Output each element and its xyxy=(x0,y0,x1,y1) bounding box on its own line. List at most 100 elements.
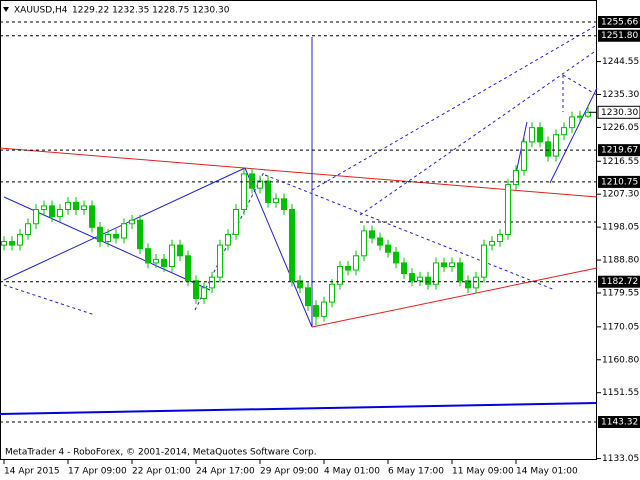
candle-body xyxy=(33,209,39,225)
price-label-box xyxy=(597,105,640,119)
candle-body xyxy=(17,233,23,246)
y-tick-label: 1198.05 xyxy=(602,223,639,233)
y-tick-label: 1235.30 xyxy=(602,90,639,100)
candle-body xyxy=(169,244,175,267)
candle-body xyxy=(1,241,7,246)
candle-body xyxy=(65,201,71,211)
candle-body xyxy=(521,141,527,171)
x-tick-label: 14 Apr 2015 xyxy=(4,467,60,477)
candle-body xyxy=(129,219,135,225)
candle-body xyxy=(193,280,199,300)
candle-body xyxy=(409,273,415,282)
candle-body xyxy=(569,116,575,129)
candle-body xyxy=(41,205,47,211)
dashed-trendline xyxy=(3,284,96,316)
x-tick-label: 29 Apr 09:00 xyxy=(260,467,319,477)
x-tick-label: 24 Apr 17:00 xyxy=(196,467,255,477)
candle-body xyxy=(473,276,479,289)
level-label-box xyxy=(598,275,640,288)
candle-body xyxy=(481,244,487,278)
candle-body xyxy=(329,283,335,303)
level-label-box xyxy=(598,29,640,42)
candle-body xyxy=(377,237,383,246)
candle-body xyxy=(297,280,303,289)
level-label-box xyxy=(598,144,640,157)
trendline xyxy=(311,267,598,328)
y-tick-label: 1133.05 xyxy=(602,454,639,464)
candle-body xyxy=(177,244,183,257)
x-tick-label: 4 May 01:00 xyxy=(324,467,380,477)
candle-body xyxy=(73,201,79,211)
candle-body xyxy=(577,115,583,118)
candle-body xyxy=(201,287,207,300)
collapse-icon xyxy=(3,7,9,12)
dashed-trendline xyxy=(359,49,598,216)
candle-body xyxy=(233,209,239,235)
candle-body xyxy=(241,173,247,211)
x-tick-label: 17 Apr 09:00 xyxy=(68,467,127,477)
level-label-box xyxy=(598,416,640,429)
candle-body xyxy=(305,287,311,307)
x-tick-label: 11 May 09:00 xyxy=(452,467,514,477)
candle-body xyxy=(113,233,119,239)
candle-body xyxy=(81,205,87,211)
y-tick-label: 1179.55 xyxy=(602,289,639,299)
candle-body xyxy=(385,244,391,253)
candle-body xyxy=(137,219,143,250)
candle-body xyxy=(529,127,535,143)
x-tick-label: 6 May 17:00 xyxy=(388,467,444,477)
dashed-trendline xyxy=(311,24,598,191)
y-tick-label: 1151.55 xyxy=(602,388,639,398)
level-label: 1251.80 xyxy=(601,31,638,41)
candle-body xyxy=(401,262,407,275)
candle-body xyxy=(49,205,55,218)
candle-body xyxy=(561,127,567,136)
y-tick-label: 1170.05 xyxy=(602,322,639,332)
candle-body xyxy=(433,262,439,285)
candle-body xyxy=(545,141,551,157)
trendline xyxy=(0,147,598,198)
candle-body xyxy=(465,280,471,289)
candle-body xyxy=(393,251,399,264)
candle-body xyxy=(89,205,95,228)
candle-body xyxy=(273,198,279,203)
candle-body xyxy=(537,127,543,143)
level-label: 1255.66 xyxy=(601,18,638,28)
candle-body xyxy=(345,265,351,271)
candle-body xyxy=(25,223,31,235)
candle-body xyxy=(217,244,223,278)
candle-body xyxy=(361,230,367,257)
candle-body xyxy=(337,265,343,285)
level-label-box xyxy=(598,175,640,188)
candle-body xyxy=(209,276,215,289)
candle-body xyxy=(249,173,255,189)
candle-body xyxy=(9,241,15,246)
trendline xyxy=(549,87,598,184)
level-label: 1210.75 xyxy=(601,177,638,187)
level-label: 1182.72 xyxy=(601,277,638,287)
y-tick-label: 1216.55 xyxy=(602,157,639,167)
candle-body xyxy=(513,169,519,186)
candle-body xyxy=(553,134,559,157)
candle-body xyxy=(225,233,231,246)
y-tick-label: 1207.30 xyxy=(602,190,639,200)
level-label: 1219.67 xyxy=(601,146,638,156)
candle-body xyxy=(353,255,359,271)
dashed-trendline xyxy=(562,74,598,96)
candle-body xyxy=(145,248,151,264)
candle-body xyxy=(97,226,103,243)
moving-average xyxy=(0,402,598,415)
candle-body xyxy=(369,230,375,239)
y-tick-label: 1160.80 xyxy=(602,355,639,365)
candle-body xyxy=(57,209,63,218)
footer: MetaTrader 4 - RoboForex, © 2001-2014, M… xyxy=(5,448,317,458)
candle-body xyxy=(457,262,463,282)
candle-body xyxy=(489,241,495,246)
x-tick-label: 14 May 01:00 xyxy=(516,467,578,477)
candle-body xyxy=(161,258,167,267)
ohlc-text: 1229.22 1232.35 1228.75 1230.30 xyxy=(72,6,230,16)
candle-body xyxy=(321,301,327,317)
x-tick-label: 22 Apr 01:00 xyxy=(132,467,191,477)
level-label-box xyxy=(598,16,640,29)
